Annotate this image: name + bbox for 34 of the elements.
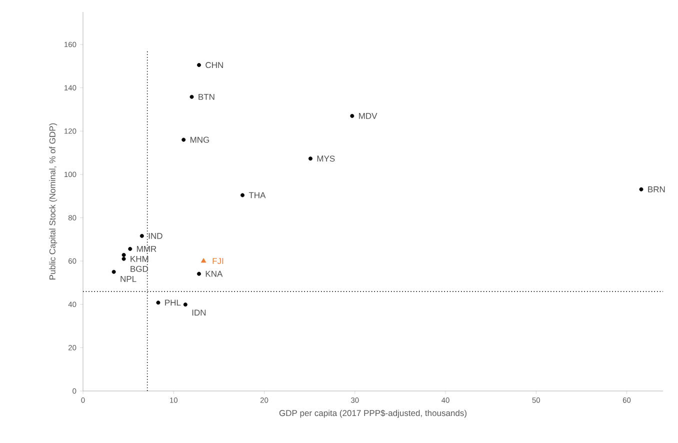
point (182, 138, 186, 142)
point (140, 234, 144, 238)
point (122, 252, 126, 257)
point (128, 246, 132, 251)
annotation: MNG (190, 136, 209, 143)
annotation: IND (148, 232, 162, 239)
y-axis-title: Public Capital Stock (Nominal, % of GDP) (49, 123, 58, 280)
annotation: MDV (359, 113, 378, 119)
point (156, 300, 160, 305)
point (197, 272, 202, 276)
annotation: BRN (648, 186, 665, 192)
annotation: NPL (120, 276, 136, 282)
annotation: CHN (206, 62, 223, 68)
annotation: MYS (317, 156, 335, 162)
annotation: IDN (192, 310, 206, 316)
point (112, 270, 116, 274)
point (240, 193, 245, 198)
point (308, 156, 312, 161)
annotation: BTN (198, 94, 214, 100)
annotation: KHM (130, 256, 148, 262)
x-axis-title: GDP per capita (2017 PPP$-adjusted, thousands) (279, 410, 466, 418)
point (122, 256, 126, 261)
series-label: FJI (212, 258, 224, 264)
annotation: MMR (137, 246, 156, 252)
point (200, 258, 206, 263)
point (197, 63, 202, 68)
point (183, 302, 188, 307)
annotation: KNA (206, 270, 223, 277)
point (350, 114, 354, 118)
point (639, 187, 644, 192)
annotation: THA (248, 192, 266, 198)
point (190, 94, 194, 99)
annotation: BGD (130, 266, 148, 272)
annotation: PHL (165, 300, 181, 306)
